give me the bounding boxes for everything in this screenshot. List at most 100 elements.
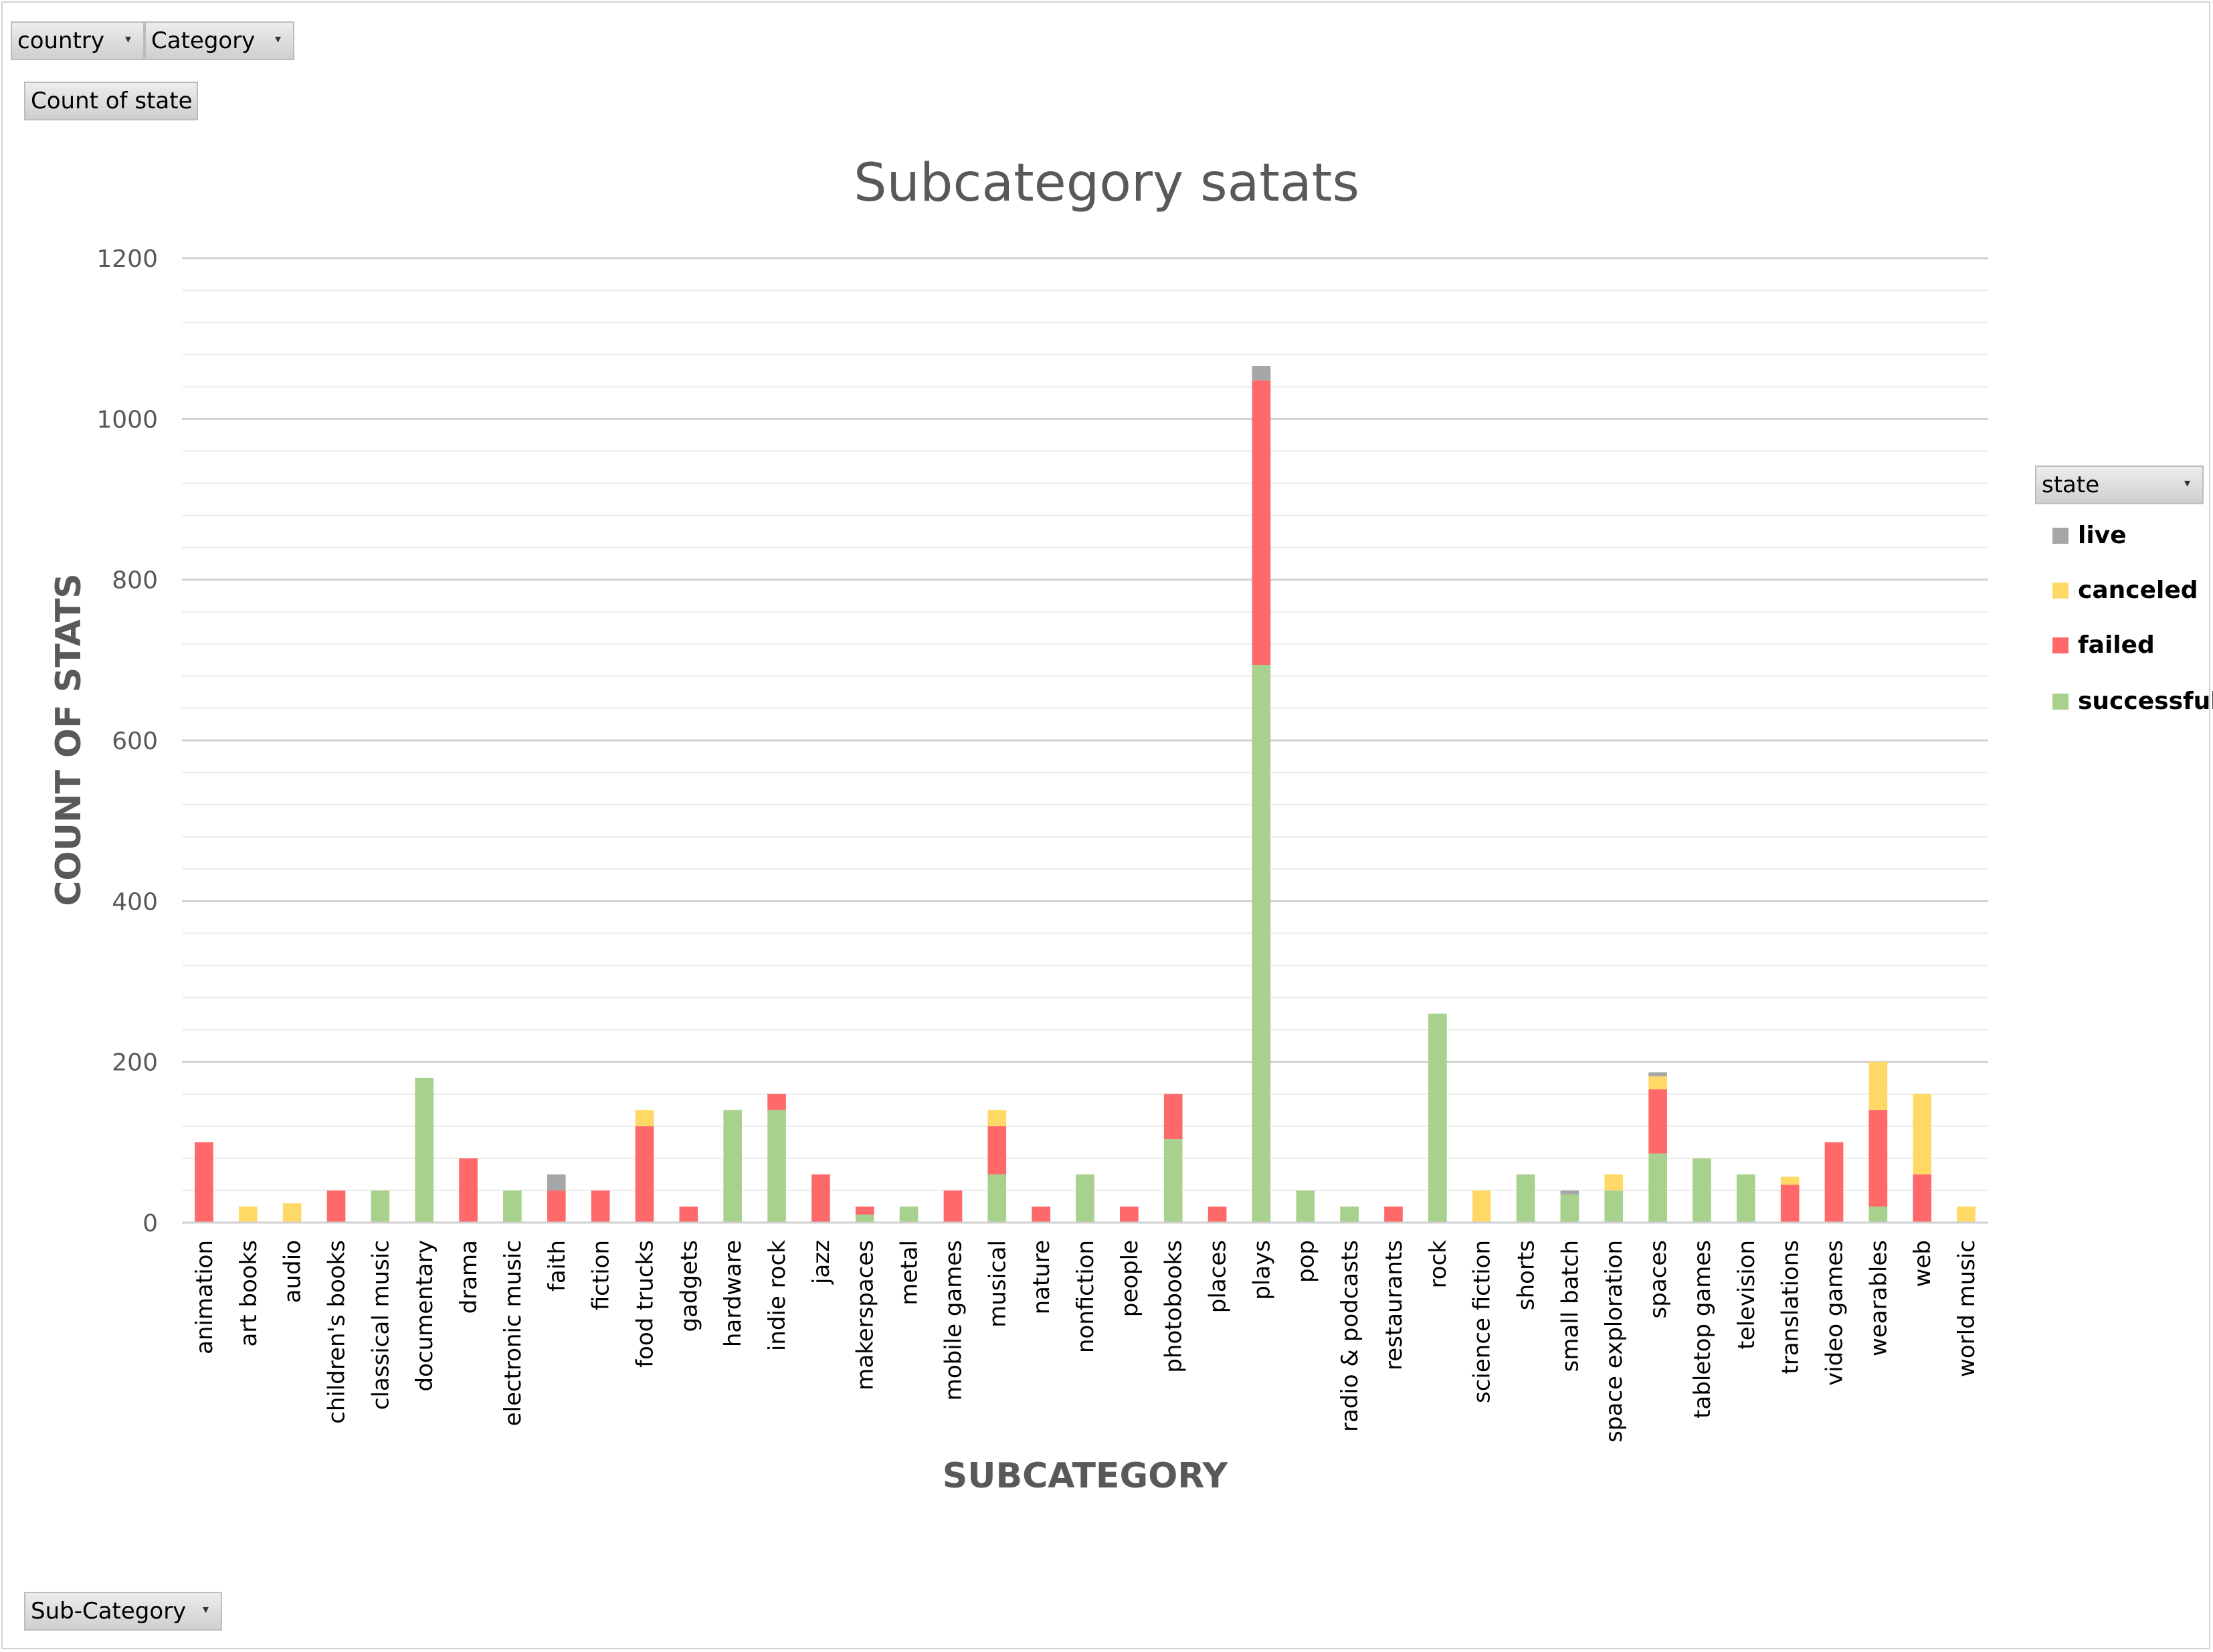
bar-segment-successful <box>767 1110 786 1223</box>
bar-segment-failed <box>1780 1184 1800 1223</box>
chart-title: Subcategory satats <box>854 153 1359 213</box>
bar-segment-failed <box>459 1158 478 1223</box>
y-axis-title: COUNT OF STATS <box>49 573 89 906</box>
x-tick-label: world music <box>1953 1240 1980 1377</box>
x-tick-label: television <box>1733 1240 1760 1350</box>
y-tick-label: 600 <box>112 728 158 755</box>
bar-segment-live <box>1560 1190 1579 1195</box>
bar-segment-successful <box>1560 1194 1579 1223</box>
dropdown-arrow-icon: ▾ <box>202 1603 209 1617</box>
x-tick-label: photobooks <box>1161 1240 1187 1373</box>
x-tick-label: science fiction <box>1469 1240 1496 1403</box>
x-tick-label: translations <box>1777 1240 1804 1374</box>
bar-segment-failed <box>591 1190 610 1223</box>
bar-segment-canceled <box>1780 1176 1800 1185</box>
bar-segment-failed <box>1208 1206 1227 1223</box>
bar-segment-live <box>1648 1072 1667 1077</box>
x-tick-label: pop <box>1292 1240 1319 1283</box>
bar-segment-canceled <box>1472 1190 1491 1223</box>
bar-segment-canceled <box>1604 1174 1624 1191</box>
legend-label: successful <box>2078 688 2213 715</box>
dropdown-arrow-icon: ▾ <box>2184 476 2190 490</box>
bar-segment-successful <box>723 1110 742 1223</box>
bar-segment-failed <box>1648 1089 1667 1154</box>
x-tick-label: jazz <box>808 1240 835 1285</box>
bar-segment-successful <box>1693 1158 1711 1223</box>
bar-segment-successful <box>1868 1206 1888 1223</box>
legend-item-live[interactable]: live <box>2052 522 2127 549</box>
bar-segment-failed <box>1913 1174 1932 1223</box>
x-tick-label: shorts <box>1513 1240 1540 1310</box>
x-tick-label: nonfiction <box>1072 1240 1099 1353</box>
country-filter-button[interactable]: country ▾ <box>11 21 145 60</box>
bar-segment-successful <box>1428 1013 1447 1223</box>
dropdown-arrow-icon: ▾ <box>124 32 131 46</box>
legend-item-canceled[interactable]: canceled <box>2052 577 2198 604</box>
bar-segment-successful <box>1252 665 1271 1223</box>
bar-segment-failed <box>547 1190 566 1223</box>
x-tick-label: space exploration <box>1601 1240 1628 1443</box>
bar-segment-failed <box>635 1126 654 1223</box>
x-tick-label: makerspaces <box>852 1240 879 1390</box>
bar-segment-successful <box>987 1174 1007 1223</box>
bar-segment-successful <box>503 1190 522 1223</box>
x-tick-label: video games <box>1822 1240 1848 1386</box>
bar-segment-successful <box>371 1190 390 1223</box>
x-tick-label: gadgets <box>676 1240 702 1332</box>
bar-segment-canceled <box>238 1206 258 1223</box>
bar-segment-canceled <box>1957 1206 1976 1223</box>
x-tick-label: hardware <box>720 1240 747 1347</box>
x-tick-label: wearables <box>1865 1240 1892 1356</box>
x-tick-label: metal <box>896 1240 923 1306</box>
y-tick-label: 1200 <box>96 245 158 273</box>
x-tick-label: tabletop games <box>1689 1240 1716 1419</box>
x-tick-label: documentary <box>411 1240 438 1391</box>
bar-segment-successful <box>1076 1174 1094 1223</box>
subcategory-axis-field-button[interactable]: Sub-Category ▾ <box>24 1592 222 1631</box>
x-tick-label: fiction <box>588 1240 615 1310</box>
x-tick-label: radio & podcasts <box>1337 1240 1363 1432</box>
x-tick-label: art books <box>235 1240 262 1347</box>
x-tick-label: mobile games <box>940 1240 967 1401</box>
values-field-button[interactable]: Count of state <box>24 82 198 120</box>
bar-segment-failed <box>1824 1142 1844 1223</box>
bar-segment-failed <box>1120 1206 1139 1223</box>
legend-label: canceled <box>2078 577 2198 604</box>
x-axis-title: SUBCATEGORY <box>943 1456 1229 1496</box>
country-filter-label: country <box>17 27 105 54</box>
legend-item-successful[interactable]: successful <box>2052 688 2213 715</box>
x-tick-label: people <box>1117 1240 1143 1317</box>
bar-segment-canceled <box>282 1203 302 1223</box>
bar-segment-successful <box>1604 1190 1624 1223</box>
bar-segment-successful <box>415 1077 434 1223</box>
x-tick-label: classical music <box>367 1240 394 1410</box>
x-tick-label: plays <box>1248 1240 1275 1300</box>
x-tick-label: web <box>1909 1240 1936 1287</box>
y-tick-label: 400 <box>112 888 158 916</box>
bar-segment-successful <box>1736 1174 1755 1223</box>
bar-segment-live <box>547 1174 566 1191</box>
x-tick-label: animation <box>191 1240 218 1354</box>
category-filter-button[interactable]: Category ▾ <box>145 21 294 60</box>
state-legend-field-button[interactable]: state ▾ <box>2035 466 2204 504</box>
bar-segment-failed <box>679 1206 698 1223</box>
legend-swatch <box>2052 693 2068 710</box>
x-tick-label: drama <box>456 1240 482 1314</box>
bar-segment-failed <box>767 1094 786 1110</box>
legend-label: failed <box>2078 631 2155 659</box>
bar-segment-successful <box>1296 1190 1315 1223</box>
legend-item-failed[interactable]: failed <box>2052 631 2155 659</box>
dropdown-arrow-icon: ▾ <box>274 32 281 46</box>
x-tick-label: children's books <box>323 1240 350 1424</box>
legend-swatch <box>2052 637 2068 653</box>
x-tick-label: indie rock <box>764 1240 791 1351</box>
x-tick-label: food trucks <box>632 1240 658 1368</box>
bar-segment-successful <box>855 1214 874 1223</box>
state-legend-field-label: state <box>2042 472 2100 498</box>
legend-swatch <box>2052 527 2068 544</box>
bar-segment-failed <box>943 1190 963 1223</box>
y-tick-label: 0 <box>142 1210 158 1237</box>
bar-segment-failed <box>195 1142 213 1223</box>
